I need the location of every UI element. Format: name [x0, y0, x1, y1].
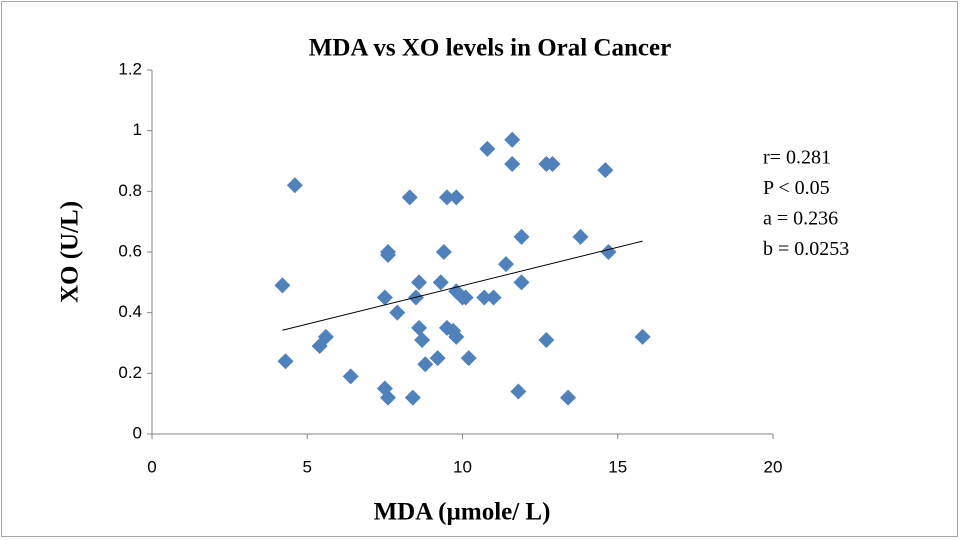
- x-tick-label: 15: [608, 457, 627, 476]
- point: [476, 289, 493, 306]
- point: [544, 156, 561, 173]
- x-tick-label: 0: [147, 457, 156, 476]
- y-tick-label: 0.8: [118, 181, 142, 200]
- point: [600, 244, 617, 260]
- point: [572, 228, 589, 245]
- annotation: a = 0.236: [763, 208, 838, 230]
- point: [411, 319, 428, 336]
- x-tick-label: 5: [303, 457, 312, 476]
- point: [485, 289, 502, 306]
- point: [513, 274, 530, 291]
- point: [634, 328, 651, 345]
- point: [445, 322, 462, 339]
- point: [317, 328, 334, 345]
- point: [286, 177, 303, 194]
- point: [457, 289, 474, 306]
- point: [510, 383, 527, 400]
- annotation: r= 0.281: [763, 147, 831, 169]
- point: [479, 140, 496, 157]
- trendline: [282, 240, 643, 331]
- chart-title: MDA vs XO levels in Oral Cancer: [309, 35, 671, 62]
- point: [277, 353, 294, 370]
- y-tick-label: 1.2: [118, 59, 142, 78]
- point: [414, 331, 431, 348]
- point: [401, 189, 418, 206]
- x-axis-label: MDA (µmole/ L): [374, 499, 551, 526]
- point: [538, 331, 555, 348]
- annotation: b = 0.0253: [763, 238, 849, 260]
- point: [342, 368, 359, 385]
- point: [435, 244, 452, 260]
- point: [597, 162, 614, 179]
- y-tick-label: 0: [133, 423, 142, 442]
- point: [460, 350, 477, 367]
- y-tick-label: 0.4: [118, 302, 142, 321]
- point: [417, 356, 434, 373]
- point: [274, 277, 291, 294]
- point: [404, 389, 421, 406]
- point: [429, 350, 446, 367]
- x-tick-label: 20: [764, 457, 783, 476]
- point: [432, 274, 449, 291]
- y-tick-label: 0.6: [118, 241, 142, 260]
- point: [438, 189, 455, 206]
- point: [389, 304, 406, 321]
- point: [411, 274, 428, 291]
- point: [513, 228, 530, 245]
- y-axis-label: XO (U/L): [57, 201, 84, 303]
- y-tick-label: 1: [133, 120, 142, 139]
- point: [448, 189, 465, 206]
- x-tick-label: 10: [453, 457, 472, 476]
- point: [379, 389, 396, 406]
- y-tick-label: 0.2: [118, 363, 142, 382]
- point: [560, 389, 577, 406]
- point: [504, 131, 521, 148]
- point: [379, 247, 396, 264]
- point: [504, 156, 521, 173]
- point: [497, 256, 514, 273]
- point: [376, 289, 393, 306]
- annotation: P < 0.05: [763, 177, 830, 199]
